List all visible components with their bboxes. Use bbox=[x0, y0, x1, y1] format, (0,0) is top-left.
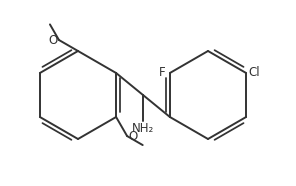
Text: Cl: Cl bbox=[248, 65, 260, 78]
Text: NH₂: NH₂ bbox=[132, 122, 154, 135]
Text: F: F bbox=[159, 65, 166, 78]
Text: O: O bbox=[128, 130, 137, 142]
Text: O: O bbox=[49, 33, 58, 46]
